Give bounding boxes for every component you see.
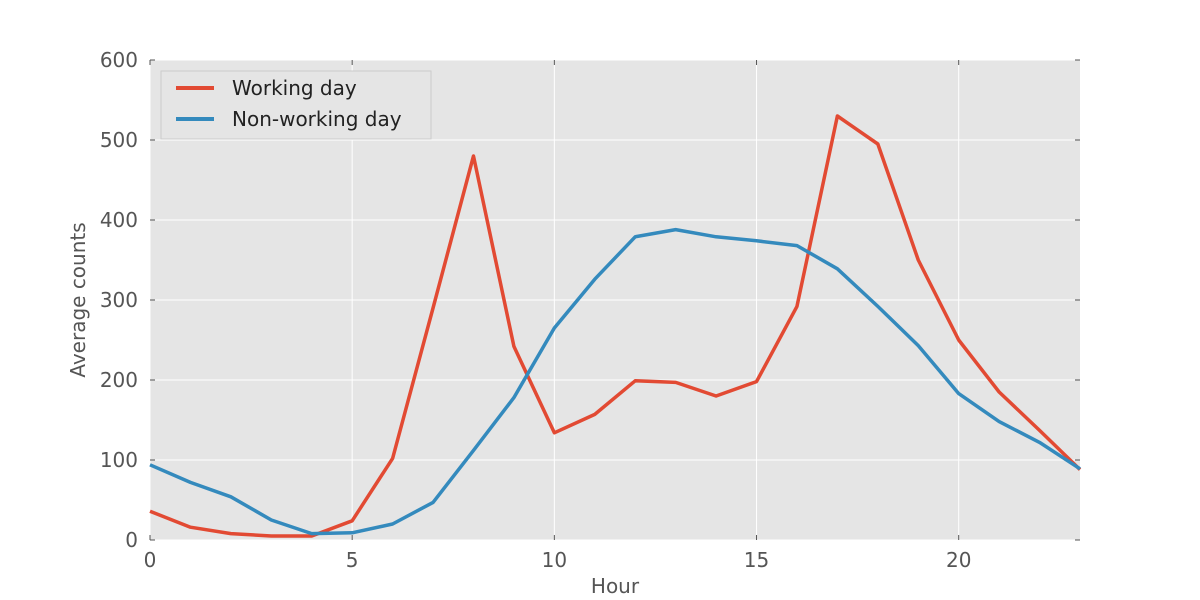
series-line-working-day bbox=[149, 114, 1082, 538]
legend-box bbox=[160, 70, 432, 140]
y-tick-label: 0 bbox=[125, 528, 138, 552]
y-tick-label: 600 bbox=[100, 48, 138, 72]
y-axis-title: Average counts bbox=[66, 222, 90, 377]
y-tick-label: 100 bbox=[100, 448, 138, 472]
y-tick-label: 200 bbox=[100, 368, 138, 392]
legend-label-working-day: Working day bbox=[232, 76, 357, 100]
x-tick-label: 15 bbox=[744, 548, 769, 572]
y-tick-label: 400 bbox=[100, 208, 138, 232]
y-tick-label: 300 bbox=[100, 288, 138, 312]
series-line-non-working-day bbox=[149, 227, 1081, 536]
legend: Working day Non-working day bbox=[160, 70, 432, 140]
series-lines bbox=[149, 114, 1082, 538]
x-tick-label: 0 bbox=[144, 548, 157, 572]
y-tick-label: 500 bbox=[100, 128, 138, 152]
x-tick-label: 20 bbox=[946, 548, 971, 572]
x-tick-label: 10 bbox=[542, 548, 567, 572]
grid-lines bbox=[149, 59, 1080, 541]
legend-label-non-working-day: Non-working day bbox=[232, 107, 402, 131]
x-axis-title: Hour bbox=[591, 574, 640, 598]
x-tick-label: 5 bbox=[346, 548, 359, 572]
